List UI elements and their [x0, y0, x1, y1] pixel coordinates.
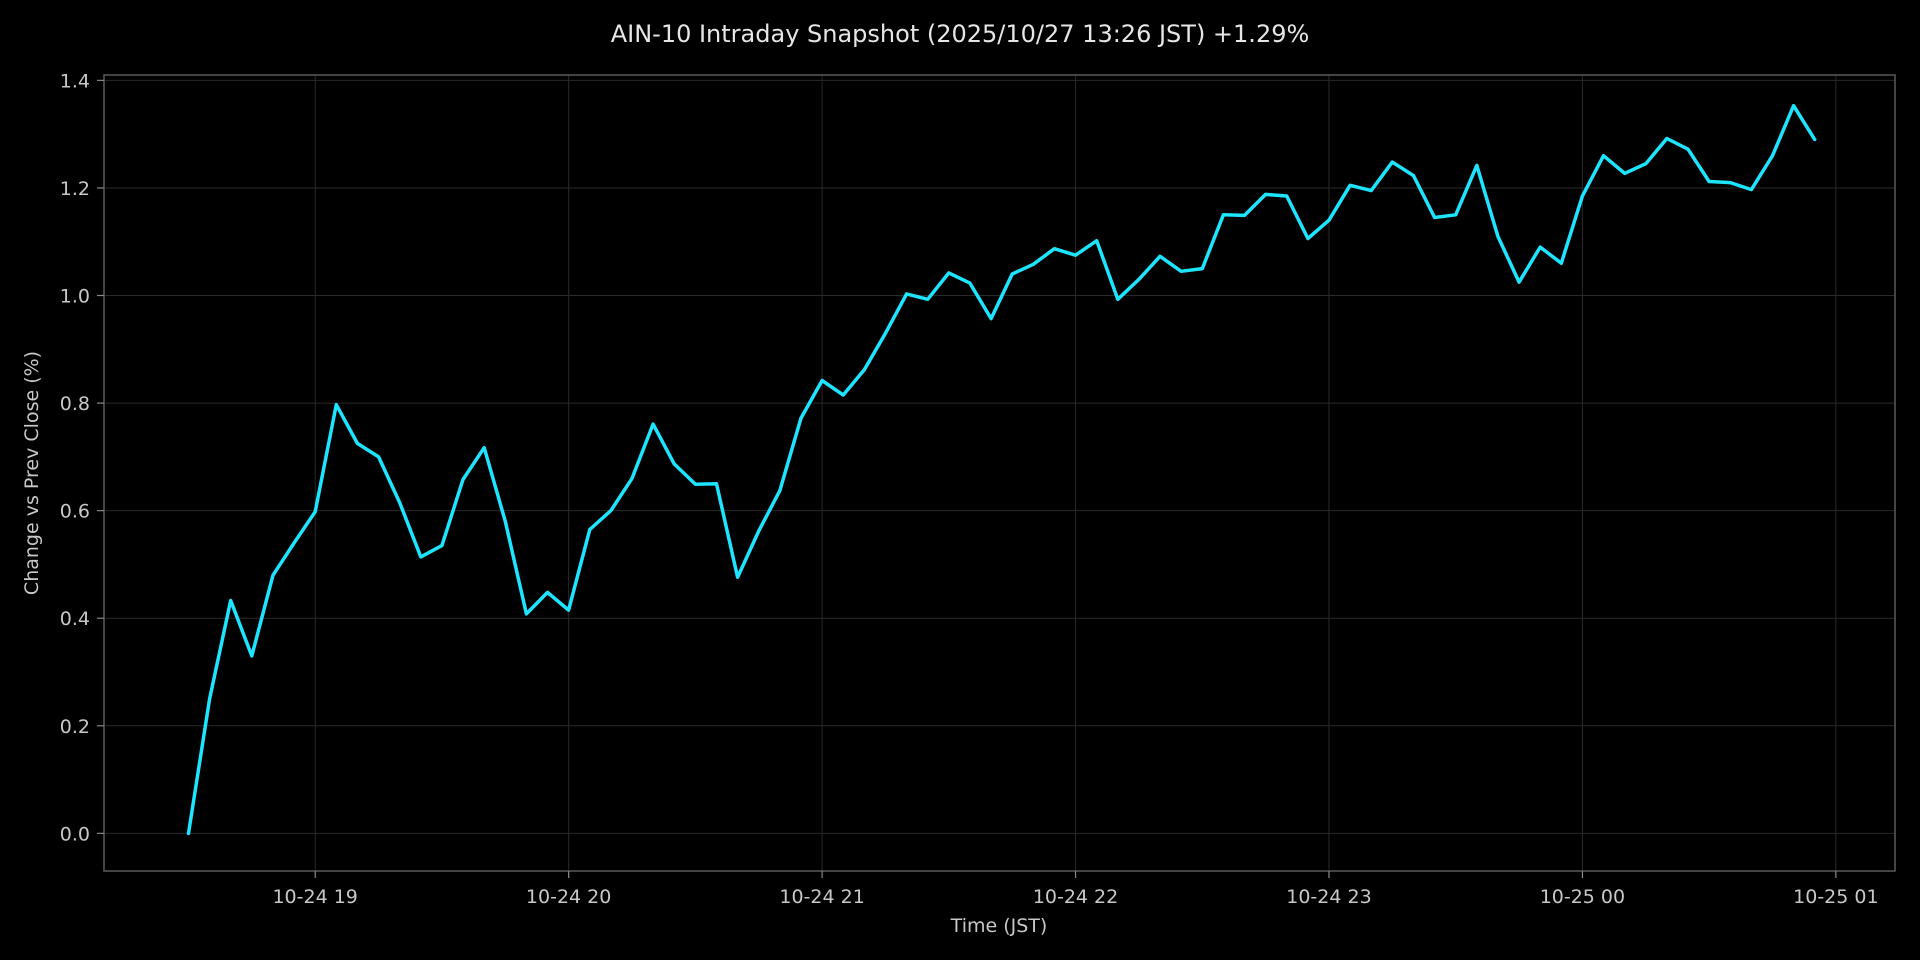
- chart-title: AIN-10 Intraday Snapshot (2025/10/27 13:…: [611, 20, 1310, 48]
- y-tick-label: 0.4: [60, 608, 90, 630]
- y-tick-label: 1.0: [60, 286, 90, 308]
- plot-frame: [103, 74, 1896, 872]
- y-tick-label: 0.8: [60, 393, 90, 415]
- y-axis-label: Change vs Prev Close (%): [21, 351, 43, 595]
- tick-layer: 0.0 0.2 0.4 0.6 0.8 1.0 1.2 1.4 10-24 19 10-24 20…: [60, 70, 1879, 908]
- x-tick-label: 10-25 01: [1793, 886, 1878, 908]
- x-tick-label: 10-24 23: [1286, 886, 1371, 908]
- y-tick-label: 1.4: [60, 70, 90, 92]
- x-tick-label: 10-25 00: [1540, 886, 1625, 908]
- series-line: [186, 103, 1817, 836]
- grid-layer: [104, 75, 1895, 871]
- y-tick-label: 0.0: [60, 823, 90, 845]
- x-tick-label: 10-24 20: [526, 886, 611, 908]
- x-tick-label: 10-24 21: [779, 886, 864, 908]
- y-tick-label: 1.2: [60, 178, 90, 200]
- series-layer: [186, 103, 1817, 836]
- x-axis-label: Time (JST): [950, 915, 1048, 937]
- x-tick-label: 10-24 19: [272, 886, 357, 908]
- y-tick-label: 0.6: [60, 501, 90, 523]
- y-tick-label: 0.2: [60, 716, 90, 738]
- x-tick-label: 10-24 22: [1033, 886, 1118, 908]
